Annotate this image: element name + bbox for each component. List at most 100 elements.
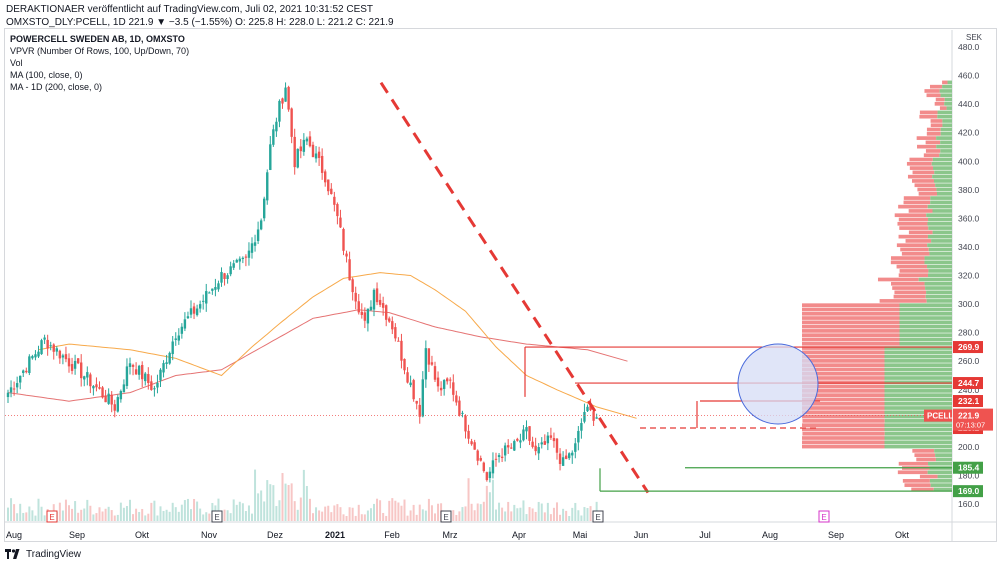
vpvr-row-down [926,131,941,136]
legend-indicator-ma200[interactable]: MA - 1D (200, close, 0) [10,82,103,92]
legend-indicator-ma100[interactable]: MA (100, close, 0) [10,70,83,80]
volume-bar [125,506,128,521]
candle-body [476,450,479,461]
volume-bar [254,469,257,521]
volume-bar [537,501,540,521]
footer-brand: TradingView [26,548,82,560]
vpvr-row-down [802,389,885,393]
volume-bar [74,501,77,521]
x-tick-label: Dez [267,530,284,540]
candle-body [503,445,507,456]
volume-bar [217,498,220,521]
volume-bar [400,505,403,521]
volume-bar [586,508,589,521]
candle-body [256,229,260,242]
vpvr-row-down [892,286,926,290]
y-tick-label: 280.0 [958,328,980,338]
candle-body [235,259,238,263]
volume-bar [64,499,67,521]
candle-body [31,356,34,359]
candle-body [208,292,211,294]
candle-body [162,363,165,373]
candle-body [253,242,257,246]
vpvr-row-up [924,256,952,260]
vpvr-row-down [802,419,885,423]
candle-body [171,341,174,355]
candle-body [86,372,89,378]
volume-bar [495,509,497,521]
legend-indicator-vpvr[interactable]: VPVR (Number Of Rows, 100, Up/Down, 70) [10,46,190,56]
vpvr-row-down [918,191,937,196]
volume-bar [278,500,281,521]
candle-body [52,344,55,352]
vpvr-row-down [802,423,885,427]
vpvr-row-up [928,226,952,230]
volume-bar [119,502,122,521]
candle-body [125,366,129,386]
volume-bar [77,512,80,521]
volume-bar [406,515,409,521]
volume-bar [28,506,31,521]
vpvr-row-down [896,243,928,248]
volume-bar [260,490,263,521]
vpvr-row-down [802,320,900,325]
x-tick-label: 2021 [325,530,345,540]
volume-bar [516,508,519,521]
vpvr-row-down [802,329,900,333]
vpvr-row-up [932,174,952,179]
candle-body [519,440,522,443]
vpvr-row-down [934,101,945,106]
publisher-line: DERAKTIONAER veröffentlicht auf TradingV… [6,4,374,15]
y-tick-label: 460.0 [958,71,980,81]
vpvr-row-down [903,200,931,205]
vpvr-row-down [898,217,929,222]
vpvr-row-down [802,436,885,440]
vpvr-row-up [884,397,952,402]
volume-bar [549,514,552,521]
price-level-label: 185.4 [958,463,980,473]
vpvr-row-down [919,110,938,115]
volume-bar [479,504,482,521]
candle-body [366,308,370,324]
vpvr-row-up [936,191,952,196]
vpvr-row-up [933,487,952,492]
volume-bar [464,506,467,521]
candle-body [177,335,180,341]
volume-bar [363,514,366,521]
vpvr-row-up [899,341,952,346]
vpvr-row-down [942,80,948,85]
vpvr-row-up [884,367,952,372]
candle-body [226,275,229,280]
vpvr-row-up [930,483,952,487]
candle-body [342,228,345,251]
volume-bar [223,509,226,521]
last-price-badge [953,408,993,431]
candle-body [528,426,531,441]
volume-bar [351,507,354,521]
candle-body [400,340,403,361]
volume-bar [241,503,244,521]
volume-bar [80,509,83,521]
vpvr-row-down [930,123,943,128]
vpvr-row-up [933,179,952,183]
candle-body [589,405,592,411]
candle-body [534,445,537,452]
candle-body [195,308,199,316]
candle-body [381,303,385,308]
volume-bar [244,511,247,521]
vpvr-row-up [933,166,952,170]
vpvr-row-down [898,204,928,209]
candle-body [61,355,65,358]
vpvr-row-down [916,457,936,462]
candle-body [183,319,187,329]
candle-body [540,442,543,445]
vpvr-row-up [931,161,952,166]
vpvr-row-down [911,487,934,492]
candle-body [259,220,263,230]
vpvr-row-up [936,144,952,149]
volume-bar [379,500,382,521]
legend-indicator-vol[interactable]: Vol [10,58,23,68]
price-level-badge [953,377,983,390]
vpvr-row-down [879,299,927,303]
